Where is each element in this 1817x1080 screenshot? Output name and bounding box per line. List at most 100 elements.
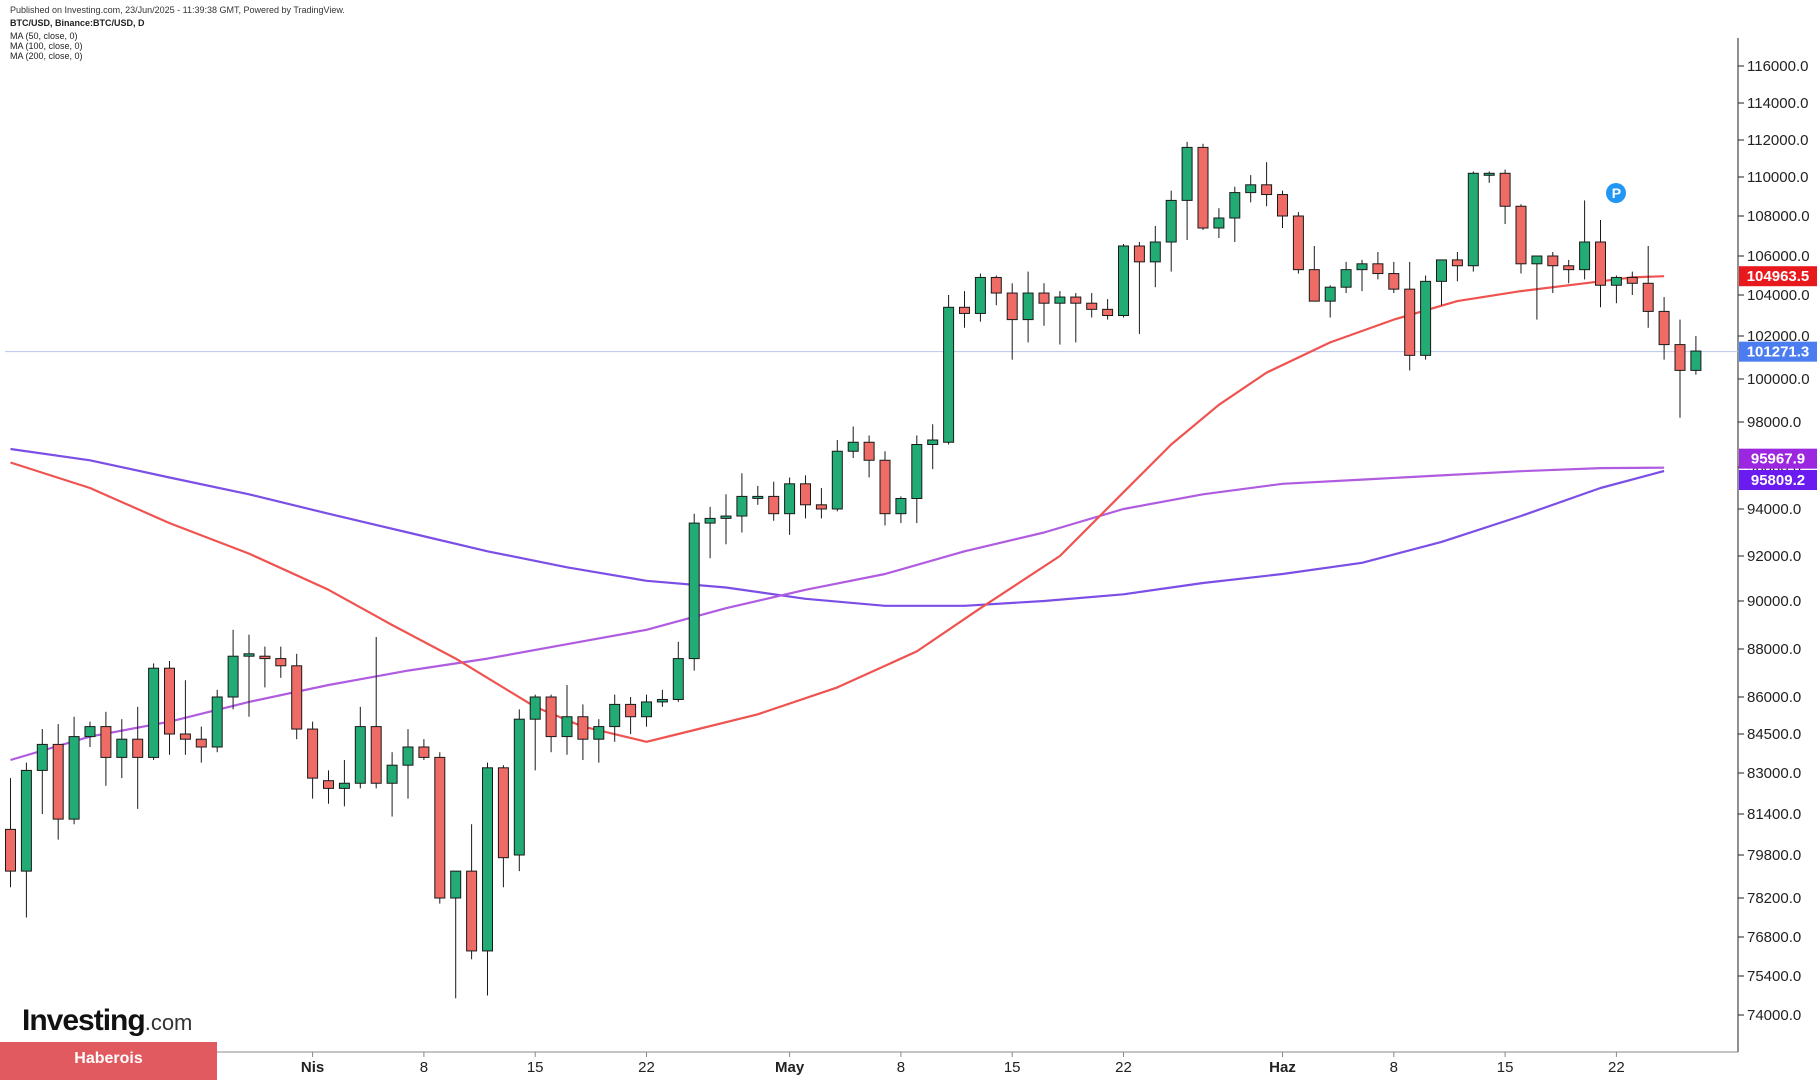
price-tag: [1739, 448, 1817, 469]
candle-body: [1515, 205, 1527, 265]
price-tag-label: 101271.3: [1747, 344, 1810, 361]
candle-body: [1197, 146, 1209, 229]
candle-body: [513, 718, 525, 856]
ma200-line: [10, 447, 1665, 607]
y-tick-label: 102000.0: [1747, 328, 1810, 345]
candle-body: [736, 495, 748, 517]
candle-body: [1674, 344, 1686, 371]
y-tick-label: 88000.0: [1747, 641, 1801, 658]
candle-body: [497, 767, 509, 859]
candle-body: [625, 703, 637, 718]
candle-body: [450, 870, 462, 899]
candle-body: [577, 716, 589, 740]
candle-body: [641, 701, 652, 718]
price-tag-label: 95967.9: [1751, 451, 1805, 468]
candle-body: [704, 517, 716, 524]
investing-logo: Investing.com: [22, 1004, 192, 1038]
candle-body: [1324, 286, 1336, 302]
candle-body: [116, 738, 128, 758]
candle-body: [1483, 172, 1495, 176]
x-tick-label: 15: [1004, 1059, 1021, 1076]
candle-body: [291, 665, 303, 730]
candle-body: [1658, 310, 1670, 346]
price-tag-label: 95809.2: [1751, 472, 1805, 489]
price-tag: [1739, 470, 1817, 491]
candle-body: [943, 306, 955, 443]
candle-body: [545, 696, 557, 738]
candle-body: [1404, 288, 1416, 356]
candle-body: [768, 495, 780, 515]
candle-body: [1420, 280, 1432, 356]
pattern-marker[interactable]: P: [1606, 182, 1627, 203]
candle-body: [1356, 263, 1368, 271]
candle-body: [1261, 184, 1273, 196]
y-tick-label: 104000.0: [1747, 287, 1810, 304]
candle-body: [1086, 302, 1098, 310]
x-tick-label: 15: [527, 1059, 544, 1076]
y-tick-label: 90000.0: [1747, 593, 1801, 610]
candle-body: [1451, 259, 1463, 267]
chart-header: Published on Investing.com, 23/Jun/2025 …: [10, 5, 345, 61]
candle-body: [1340, 269, 1352, 288]
indicator-ma50: MA (50, close, 0): [10, 31, 78, 41]
candle-body: [800, 483, 811, 506]
candle-body: [275, 658, 287, 667]
price-tag-label: 104963.5: [1747, 268, 1810, 285]
y-tick-label: 74000.0: [1747, 1007, 1801, 1024]
y-tick-label: 114000.0: [1747, 95, 1808, 112]
logo-text: Investing: [22, 1004, 146, 1037]
candle-body: [1133, 245, 1145, 263]
logo-suffix: .com: [144, 1010, 193, 1035]
source-banner: Haberois: [0, 1042, 217, 1080]
candle-body: [895, 498, 907, 515]
y-tick-label: 94000.0: [1747, 501, 1801, 518]
candle-body: [688, 522, 700, 660]
x-tick-label: Haz: [1269, 1059, 1296, 1076]
candle-body: [338, 782, 350, 789]
candle-body: [863, 441, 875, 461]
candle-body: [68, 736, 80, 820]
candle-body: [1165, 199, 1177, 243]
ma50-line: [10, 275, 1665, 743]
y-tick-label: 92000.0: [1747, 548, 1801, 565]
candle-body: [466, 870, 478, 952]
candle-body: [879, 459, 891, 515]
candle-body: [927, 439, 939, 445]
x-tick-label: 15: [1497, 1059, 1514, 1076]
candle-body: [1690, 350, 1702, 371]
candle-body: [1610, 276, 1622, 286]
candle-body: [52, 743, 64, 820]
candle-body: [1102, 308, 1114, 317]
y-tick-label: 116000.0: [1747, 58, 1808, 75]
candle-body: [179, 733, 191, 740]
candle-body: [211, 696, 223, 748]
y-tick-label: 84500.0: [1747, 726, 1801, 743]
candle-body: [148, 667, 160, 758]
candle-body: [1547, 255, 1559, 267]
symbol-label: BTC/USD, Binance:BTC/USD, D: [10, 18, 145, 28]
candle-body: [1229, 192, 1241, 219]
candle-body: [815, 504, 827, 510]
candle-body: [1213, 217, 1225, 229]
y-tick-label: 100000.0: [1747, 371, 1810, 388]
candle-body: [1372, 263, 1384, 275]
candle-body: [1595, 241, 1606, 286]
candle-body: [831, 450, 843, 510]
candle-body: [959, 306, 970, 314]
candle-body: [1277, 194, 1288, 217]
candle-body: [482, 767, 493, 952]
published-note: Published on Investing.com, 23/Jun/2025 …: [10, 5, 345, 15]
y-tick-label: 106000.0: [1747, 248, 1810, 265]
candle-body: [418, 746, 430, 758]
candle-body: [164, 667, 175, 735]
candle-body: [1006, 292, 1018, 321]
y-tick-label: 83000.0: [1747, 765, 1801, 782]
candle-body: [1467, 172, 1479, 267]
candle-body: [195, 738, 207, 748]
candle-body: [784, 483, 796, 515]
candle-body: [911, 444, 923, 499]
candle-body: [36, 743, 48, 771]
candle-body: [1388, 273, 1400, 290]
x-tick-label: 8: [420, 1059, 428, 1076]
